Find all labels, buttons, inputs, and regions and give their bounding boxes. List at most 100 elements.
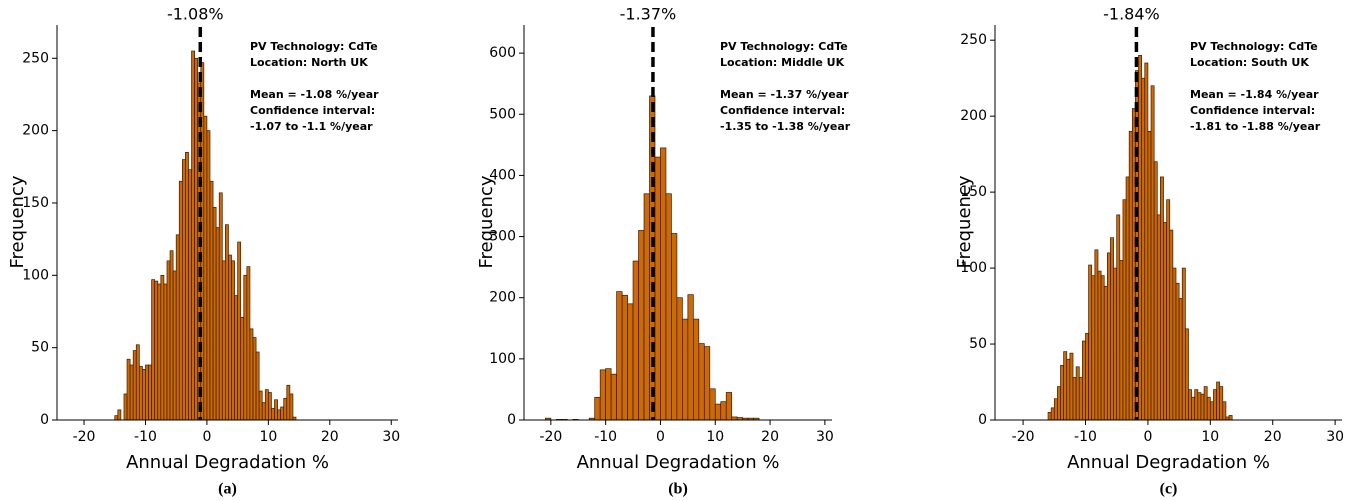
panel: 0 100 200 300 400 500 600 -20 -10 0 10 20 30 -1.37% PV… [476, 5, 851, 498]
histogram-bar [274, 399, 278, 421]
histogram-bar [231, 260, 235, 421]
histogram-bar [1200, 393, 1205, 421]
histogram-bar [206, 130, 211, 421]
x-tick-label: 20 [1264, 429, 1282, 445]
histogram-bar [1213, 389, 1217, 421]
histogram-bar [1103, 285, 1108, 421]
histogram-bar [283, 397, 288, 421]
y-tick-label: 250 [22, 50, 49, 66]
y-tick-label: 600 [489, 45, 516, 61]
y-tick-label: 100 [489, 351, 516, 367]
x-tick-label: -20 [1012, 429, 1035, 445]
annotation: Mean = -1.84 %/year [1190, 88, 1319, 101]
y-tick-label: 150 [960, 184, 987, 200]
histogram-bar [1078, 377, 1083, 421]
histogram-bar [599, 369, 607, 421]
histogram-bar [246, 266, 251, 421]
histogram-bar [605, 368, 612, 421]
histogram-bar [234, 295, 238, 421]
x-tick-label: 0 [202, 429, 211, 445]
mean-label: -1.08% [167, 5, 224, 24]
x-tick-label: 10 [1201, 429, 1219, 445]
histogram-bar [1050, 407, 1055, 421]
histogram-bar [1169, 229, 1174, 421]
y-tick-label: 100 [960, 260, 987, 276]
histogram-bar [126, 358, 131, 421]
histogram-bar [725, 392, 733, 421]
histogram-bar [1075, 366, 1080, 421]
histogram-bar [252, 337, 257, 421]
histogram-bar [268, 392, 272, 421]
histogram-bar [1216, 381, 1221, 421]
y-tick-label: 50 [969, 336, 987, 352]
x-tick-label: 0 [656, 429, 665, 445]
panel: 0 50 100 150 200 250 -20 -10 0 10 20 30 -1.84% PV Tec… [954, 5, 1344, 498]
histogram-bar [1094, 249, 1099, 421]
x-tick-label: 0 [1143, 429, 1152, 445]
histogram-bar [1097, 270, 1102, 421]
histogram-bar [1175, 282, 1180, 421]
annotation: Location: Middle UK [720, 56, 845, 69]
histogram-bar [221, 260, 226, 421]
caption: (a) [218, 481, 237, 498]
y-tick-label: 100 [22, 267, 49, 283]
caption: (c) [1160, 481, 1178, 498]
annotation: -1.81 to -1.88 %/year [1190, 120, 1321, 133]
annotation: -1.07 to -1.1 %/year [250, 120, 373, 133]
annotation: Mean = -1.37 %/year [720, 88, 849, 101]
histogram-bar [1194, 389, 1199, 421]
histogram-bar [1119, 260, 1124, 421]
histogram-bar [687, 294, 694, 421]
histogram-bar [594, 397, 601, 421]
histogram-bar [692, 318, 700, 421]
histogram-bar [1125, 176, 1130, 421]
y-tick-label: 400 [489, 167, 516, 183]
y-tick-label: 0 [40, 412, 49, 428]
annotation: Location: South UK [1190, 56, 1309, 69]
histogram-bar [1160, 176, 1164, 421]
histogram-bar [188, 169, 192, 421]
y-axis-title: Frequency [954, 175, 975, 268]
histogram-bar [1110, 237, 1114, 421]
histogram-bar [1156, 214, 1161, 421]
histogram-bar [1138, 55, 1143, 421]
y-tick-label: 250 [960, 32, 987, 48]
annotation: Confidence interval: [1190, 104, 1315, 117]
histogram-bar [1219, 386, 1224, 421]
histogram-bar [243, 274, 248, 421]
histogram-bar [714, 403, 722, 421]
histogram-bar [132, 350, 137, 421]
histogram-bar [289, 393, 294, 421]
histogram-bar [203, 115, 208, 421]
histogram-bar [181, 159, 186, 421]
annotation: Confidence interval: [250, 104, 375, 117]
histogram-bar [709, 388, 716, 421]
caption: (b) [668, 481, 688, 498]
x-axis-title: Annual Degradation % [1067, 452, 1270, 473]
histogram-bar [215, 227, 220, 421]
histogram-bar [280, 406, 285, 421]
histogram-bar [249, 328, 254, 421]
annotation: Confidence interval: [720, 104, 845, 117]
y-tick-label: 150 [22, 195, 49, 211]
y-tick-label: 0 [507, 412, 516, 428]
histogram-bar [237, 241, 242, 421]
histogram-bar [665, 193, 672, 421]
y-axis-title: Frequency [7, 175, 28, 268]
annotation: PV Technology: CdTe [250, 40, 378, 53]
x-tick-label: 30 [816, 429, 834, 445]
histogram-bar [1147, 130, 1152, 421]
histogram-bar [1122, 199, 1127, 421]
histogram-bar [1203, 386, 1208, 421]
y-tick-label: 200 [960, 108, 987, 124]
histogram-bar [1063, 351, 1068, 421]
histogram-bar [175, 234, 180, 421]
histogram-bar [1116, 214, 1121, 421]
histogram-bar [240, 316, 245, 421]
histogram-bar [1228, 415, 1233, 421]
histogram-bar [123, 393, 128, 421]
histogram-bar [228, 254, 232, 421]
histogram-bar [1178, 298, 1183, 421]
annotation: PV Technology: CdTe [720, 40, 848, 53]
